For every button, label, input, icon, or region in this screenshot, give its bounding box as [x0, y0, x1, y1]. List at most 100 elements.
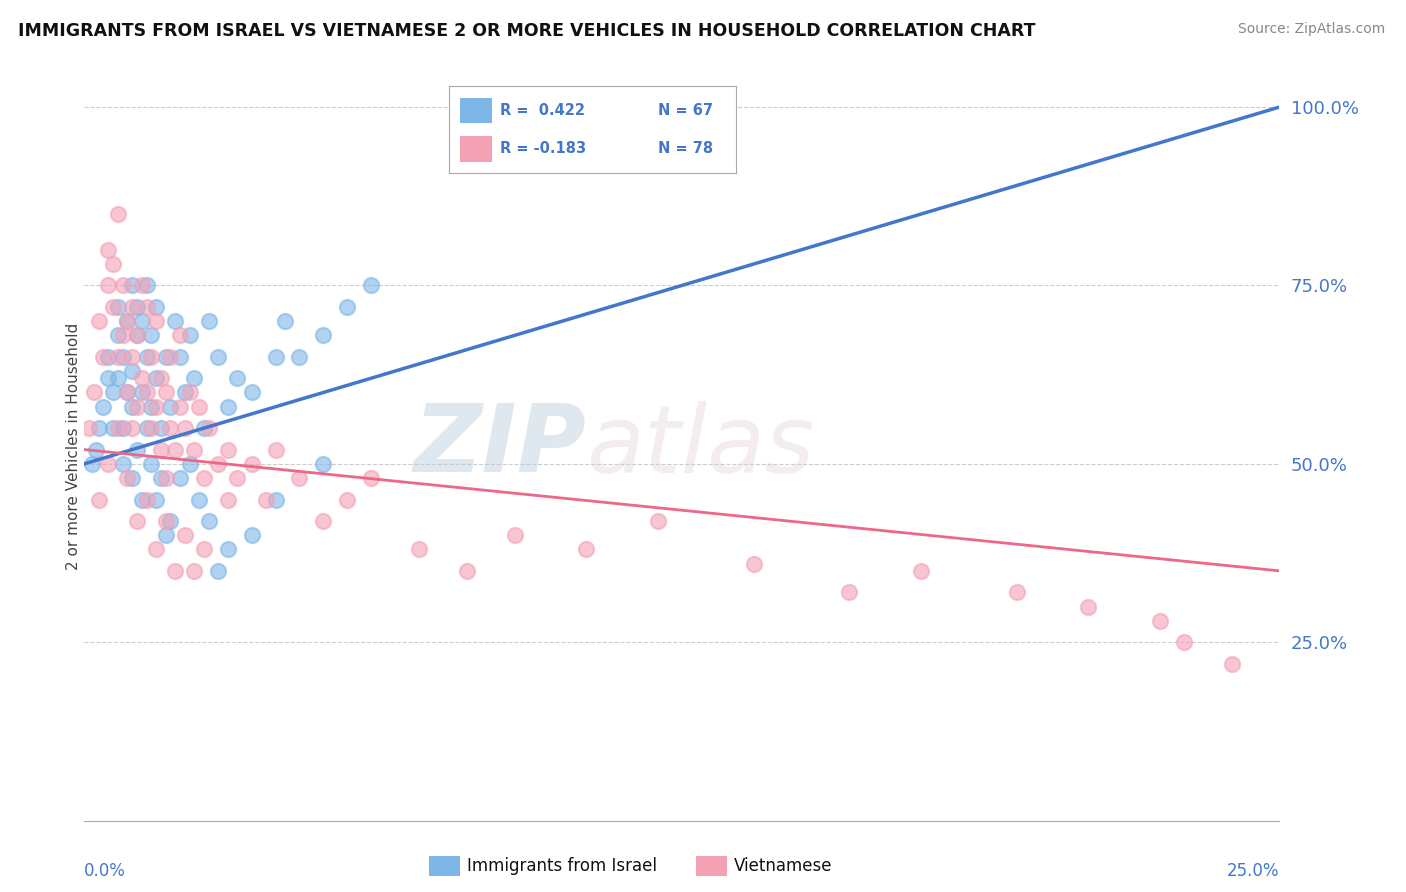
- Point: [240, 457, 263, 471]
- Point: [910, 564, 932, 578]
- Point: [838, 585, 860, 599]
- Point: [97, 371, 120, 385]
- Point: [145, 542, 167, 557]
- Point: [101, 421, 124, 435]
- Point: [179, 328, 201, 343]
- Point: [117, 471, 139, 485]
- Point: [145, 371, 167, 385]
- Point: [121, 471, 143, 485]
- Point: [264, 492, 287, 507]
- Point: [1149, 614, 1171, 628]
- Point: [169, 400, 191, 414]
- Point: [197, 421, 219, 435]
- Point: [193, 542, 215, 557]
- Point: [159, 421, 181, 435]
- Point: [217, 542, 239, 557]
- Point: [165, 564, 187, 578]
- Point: [117, 385, 139, 400]
- Point: [121, 278, 143, 293]
- Point: [86, 442, 108, 457]
- Point: [193, 471, 215, 485]
- Point: [169, 350, 191, 364]
- Point: [336, 492, 359, 507]
- Point: [141, 350, 163, 364]
- Point: [197, 314, 219, 328]
- Point: [141, 328, 163, 343]
- Point: [93, 350, 115, 364]
- Point: [97, 350, 120, 364]
- Point: [145, 400, 167, 414]
- Point: [135, 278, 157, 293]
- Point: [101, 300, 124, 314]
- Point: [101, 257, 124, 271]
- Point: [80, 457, 103, 471]
- Point: [125, 514, 148, 528]
- Point: [155, 514, 177, 528]
- Text: Source: ZipAtlas.com: Source: ZipAtlas.com: [1237, 22, 1385, 37]
- Point: [155, 471, 177, 485]
- Point: [503, 528, 526, 542]
- Text: Vietnamese: Vietnamese: [734, 857, 832, 875]
- Point: [135, 421, 157, 435]
- Point: [1005, 585, 1028, 599]
- Point: [87, 421, 110, 435]
- Point: [226, 371, 249, 385]
- Point: [131, 278, 153, 293]
- Point: [159, 514, 181, 528]
- Point: [1220, 657, 1243, 671]
- Point: [274, 314, 297, 328]
- Point: [217, 400, 239, 414]
- Point: [647, 514, 669, 528]
- Point: [188, 400, 211, 414]
- Point: [183, 371, 205, 385]
- Point: [193, 421, 215, 435]
- Point: [117, 314, 139, 328]
- Point: [1173, 635, 1195, 649]
- Point: [408, 542, 430, 557]
- Point: [77, 421, 100, 435]
- Point: [107, 300, 129, 314]
- Point: [121, 400, 143, 414]
- Point: [121, 300, 143, 314]
- Point: [131, 385, 153, 400]
- Point: [125, 300, 148, 314]
- Point: [288, 471, 311, 485]
- Point: [125, 328, 148, 343]
- Point: [575, 542, 598, 557]
- Point: [121, 364, 143, 378]
- Point: [135, 350, 157, 364]
- Point: [83, 385, 105, 400]
- Point: [107, 371, 129, 385]
- Point: [111, 421, 134, 435]
- Point: [173, 385, 195, 400]
- Point: [312, 328, 335, 343]
- Text: Immigrants from Israel: Immigrants from Israel: [467, 857, 657, 875]
- Point: [149, 471, 172, 485]
- Point: [125, 400, 148, 414]
- Point: [360, 471, 382, 485]
- Point: [97, 457, 120, 471]
- Point: [336, 300, 359, 314]
- Point: [149, 371, 172, 385]
- Point: [288, 350, 311, 364]
- Point: [165, 314, 187, 328]
- Point: [179, 457, 201, 471]
- Point: [197, 514, 219, 528]
- Point: [173, 528, 195, 542]
- Point: [97, 278, 120, 293]
- Point: [111, 328, 134, 343]
- Point: [131, 492, 153, 507]
- Point: [149, 442, 172, 457]
- Point: [111, 278, 134, 293]
- Point: [207, 457, 229, 471]
- Point: [155, 528, 177, 542]
- Point: [107, 328, 129, 343]
- Point: [97, 243, 120, 257]
- Point: [101, 385, 124, 400]
- Point: [117, 385, 139, 400]
- Point: [121, 421, 143, 435]
- Point: [159, 350, 181, 364]
- Point: [93, 400, 115, 414]
- Point: [254, 492, 277, 507]
- Point: [107, 350, 129, 364]
